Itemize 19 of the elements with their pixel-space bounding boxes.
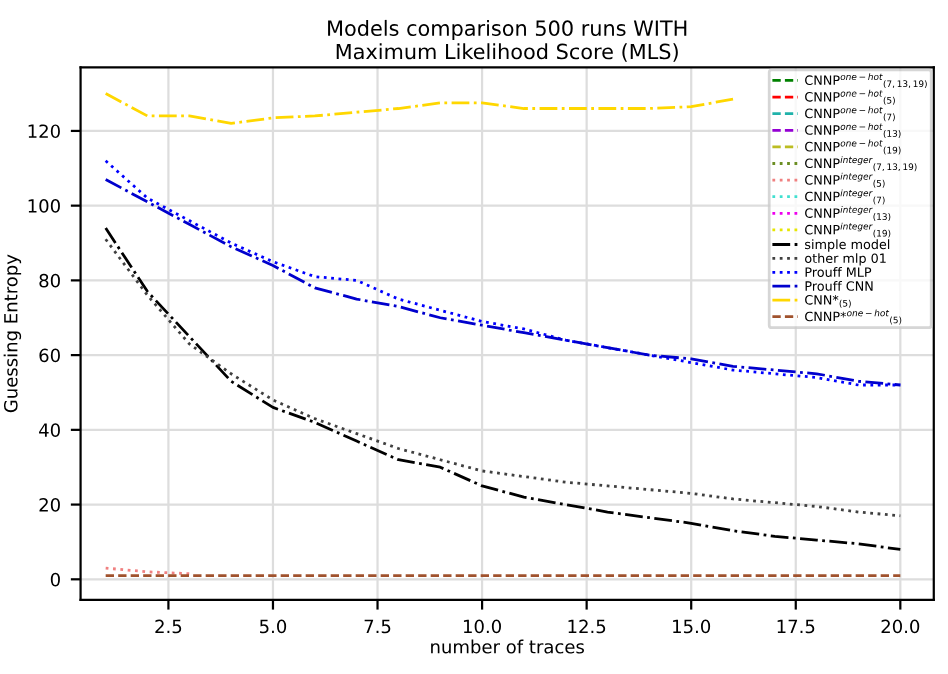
y-tick-label: 80 bbox=[39, 273, 60, 288]
y-tick-label: 40 bbox=[39, 423, 60, 437]
x-tick-label: 5.0 bbox=[260, 619, 287, 634]
y-tick-label: 100 bbox=[28, 199, 60, 213]
x-tick-label: 17.5 bbox=[777, 619, 815, 634]
y-tick-label: 120 bbox=[28, 124, 60, 139]
line-series bbox=[104, 92, 735, 125]
y-tick-label: 60 bbox=[39, 348, 60, 363]
x-tick-label: 20.0 bbox=[881, 619, 920, 634]
y-tick-label: 0 bbox=[50, 572, 60, 587]
x-axis-title: number of traces bbox=[431, 639, 584, 654]
x-tick-label: 10.0 bbox=[463, 619, 501, 634]
x-tick-label: 15.0 bbox=[673, 619, 711, 634]
x-tick-label: 7.5 bbox=[364, 619, 391, 634]
y-tick-label: 20 bbox=[39, 498, 60, 512]
chart-title: Models comparison 500 runs WITH Maximum Likelihood Score (MLS) bbox=[328, 19, 687, 62]
x-tick-label: 2.5 bbox=[155, 619, 182, 634]
x-tick-label: 12.5 bbox=[568, 619, 606, 634]
y-axis-title: Guessing Entropy bbox=[3, 254, 22, 413]
